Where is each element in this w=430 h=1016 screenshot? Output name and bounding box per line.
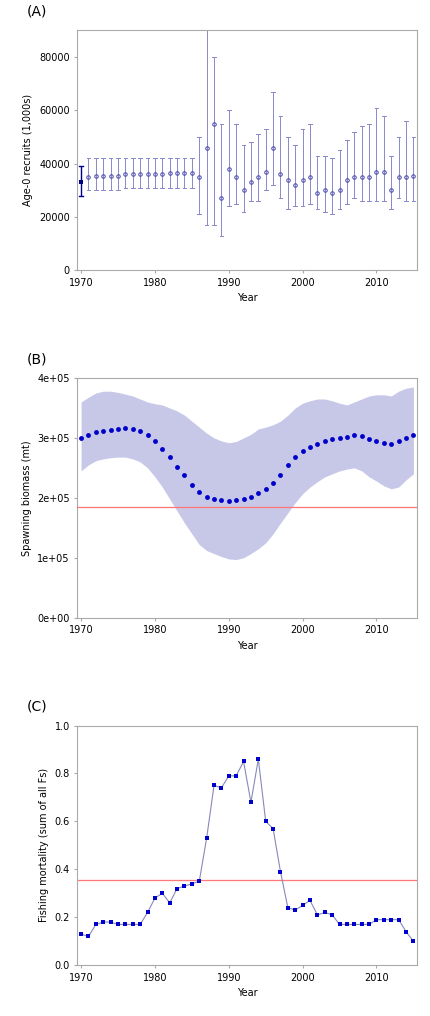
Y-axis label: Spawning biomass (mt): Spawning biomass (mt) (22, 440, 31, 556)
X-axis label: Year: Year (237, 294, 258, 304)
Text: (B): (B) (26, 352, 47, 366)
Y-axis label: Age-0 recruits (1,000s): Age-0 recruits (1,000s) (24, 94, 34, 206)
Text: (A): (A) (26, 4, 47, 18)
X-axis label: Year: Year (237, 989, 258, 999)
Y-axis label: Fishing mortality (sum of all Fs): Fishing mortality (sum of all Fs) (39, 768, 49, 923)
Text: (C): (C) (26, 700, 47, 713)
X-axis label: Year: Year (237, 641, 258, 651)
